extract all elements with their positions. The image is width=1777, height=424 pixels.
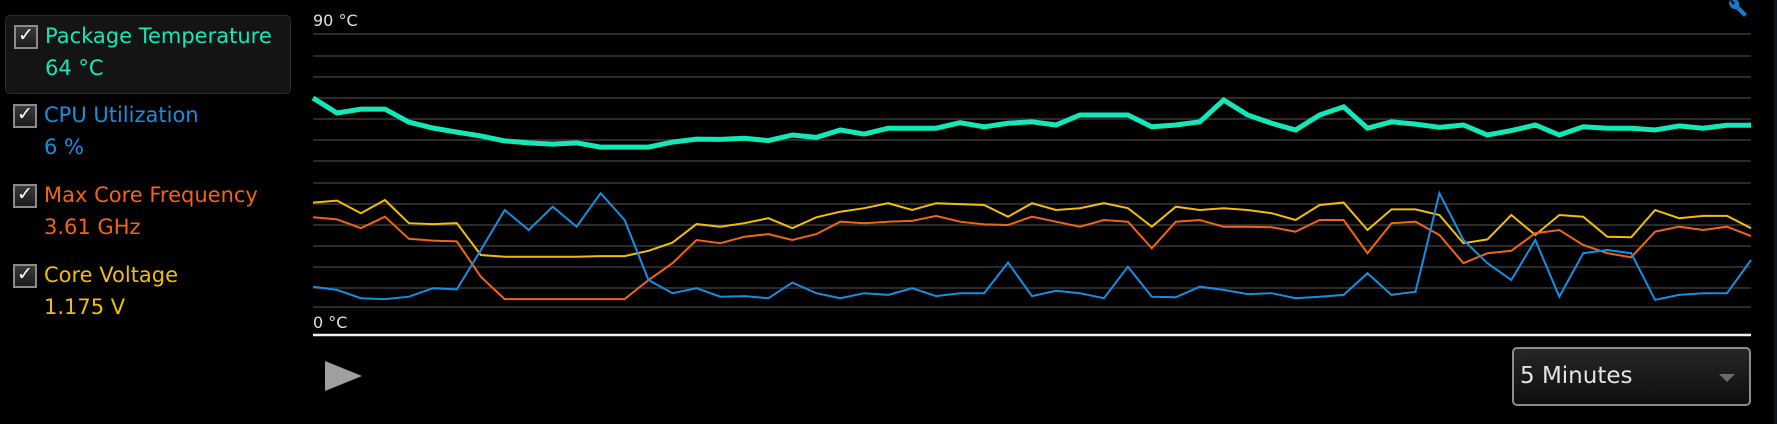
checkmark-icon: ✓: [18, 24, 34, 46]
chevron-down-icon: [1719, 374, 1735, 382]
metric-checkbox[interactable]: ✓: [13, 183, 37, 208]
grid-lines: [313, 33, 1751, 308]
series-line-core-voltage: [312, 198, 1752, 258]
metric-value: 1.175 V: [44, 295, 126, 319]
checkmark-icon: ✓: [17, 183, 33, 205]
time-range-value: 5 Minutes: [1520, 363, 1633, 389]
play-button[interactable]: [325, 361, 362, 391]
series-lines: [311, 95, 1752, 302]
time-range-dropdown[interactable]: 5 Minutes: [1512, 347, 1751, 406]
series-line-cpu-utilization: [312, 190, 1752, 302]
wrench-settings-icon[interactable]: [1724, 0, 1750, 22]
metric-item-max-core-frequency[interactable]: ✓ Max Core Frequency 3.61 GHz: [5, 175, 291, 254]
metric-label: Core Voltage: [44, 263, 179, 287]
metric-item-core-voltage[interactable]: ✓ Core Voltage 1.175 V: [5, 255, 291, 334]
metric-checkbox[interactable]: ✓: [13, 103, 37, 128]
metric-item-cpu-utilization[interactable]: ✓ CPU Utilization 6 %: [5, 95, 291, 174]
y-axis-max-label: 90 °C: [313, 11, 358, 30]
metric-value: 3.61 GHz: [44, 215, 141, 239]
metric-item-package-temperature[interactable]: ✓ Package Temperature 64 °C: [5, 15, 291, 94]
metric-value: 6 %: [44, 135, 84, 159]
metric-label: Max Core Frequency: [44, 183, 258, 207]
metric-checkbox[interactable]: ✓: [14, 24, 38, 49]
series-line-package-temperature: [311, 95, 1751, 150]
checkmark-icon: ✓: [17, 263, 33, 285]
metric-label: CPU Utilization: [44, 103, 199, 127]
metric-value: 64 °C: [45, 56, 104, 80]
metric-label: Package Temperature: [45, 24, 272, 48]
y-axis-min-label: 0 °C: [313, 313, 348, 332]
metric-checkbox[interactable]: ✓: [13, 263, 37, 288]
checkmark-icon: ✓: [17, 103, 33, 125]
window-edge: [1774, 0, 1777, 424]
series-line-max-core-frequency: [312, 214, 1752, 301]
